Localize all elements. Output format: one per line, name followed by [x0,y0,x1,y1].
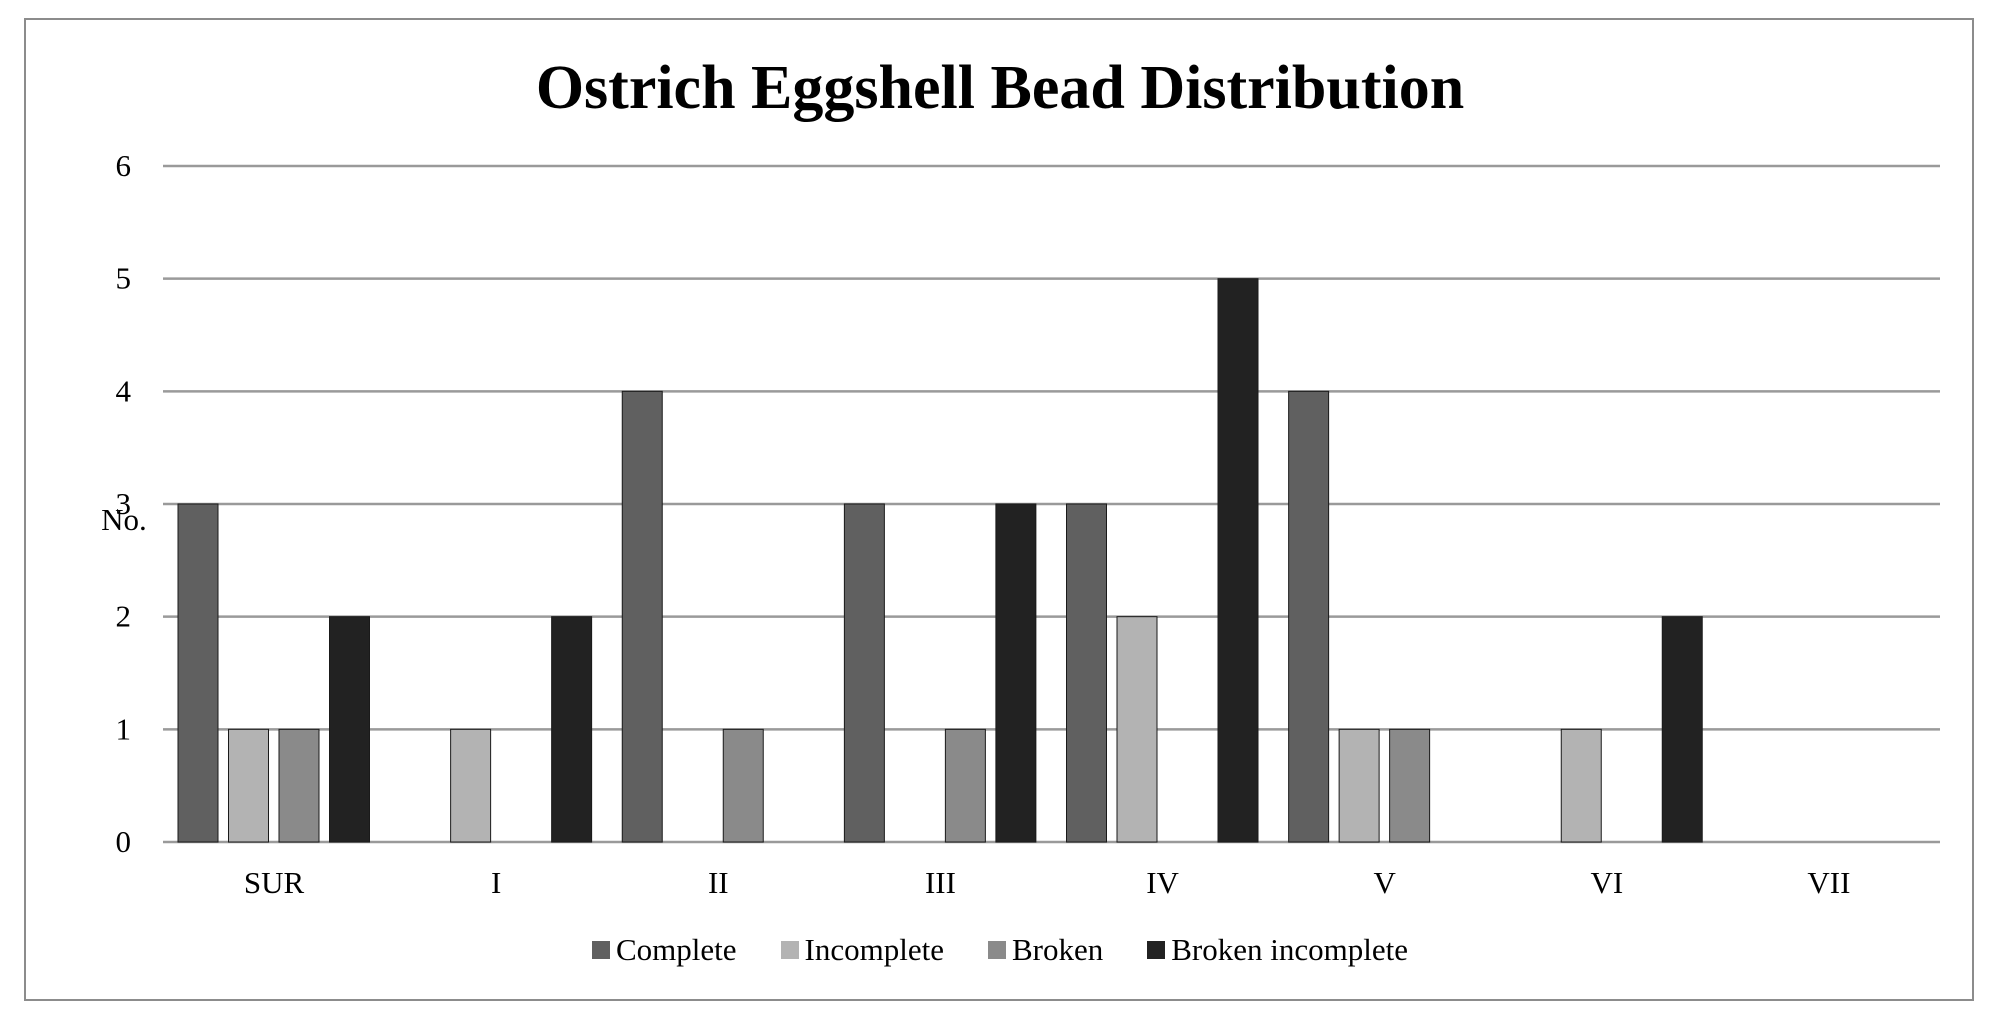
legend-item-broken-incomplete: Broken incomplete [1147,932,1408,968]
legend-label: Incomplete [805,932,944,968]
bar-broken-incomplete-iv [1218,279,1258,842]
bar-broken-ii [723,729,763,842]
bar-broken-incomplete-vi [1662,617,1702,842]
bar-complete-v [1289,391,1329,842]
bar-complete-sur [178,504,218,842]
bar-incomplete-v [1339,729,1379,842]
y-tick-label: 1 [116,711,132,746]
bar-broken-v [1390,729,1430,842]
x-tick-label: VII [1807,865,1850,900]
legend-item-complete: Complete [592,932,737,968]
bar-broken-iii [945,729,985,842]
x-tick-label: II [708,865,729,900]
y-tick-label: 6 [116,148,132,183]
bar-complete-iv [1067,504,1107,842]
legend-label: Complete [616,932,737,968]
bar-broken-incomplete-sur [330,617,370,842]
bar-incomplete-iv [1117,617,1157,842]
legend-swatch [1147,941,1165,959]
bar-broken-incomplete-iii [996,504,1036,842]
y-axis-label: No. [101,502,147,537]
bar-complete-iii [844,504,884,842]
bar-broken-sur [279,729,319,842]
y-tick-label: 5 [116,261,132,296]
x-tick-label: III [925,865,956,900]
chart-legend: Complete Incomplete Broken Broken incomplet… [0,932,2000,968]
legend-item-incomplete: Incomplete [781,932,944,968]
x-tick-label: SUR [244,865,305,900]
y-tick-label: 2 [116,599,132,634]
y-tick-label: 0 [116,824,132,859]
legend-label: Broken [1012,932,1103,968]
bar-broken-incomplete-i [552,617,592,842]
legend-swatch [592,941,610,959]
x-tick-label: IV [1146,865,1179,900]
bar-complete-ii [622,391,662,842]
bar-incomplete-i [451,729,491,842]
legend-item-broken: Broken [988,932,1103,968]
x-tick-label: I [491,865,501,900]
legend-swatch [781,941,799,959]
bar-incomplete-vi [1561,729,1601,842]
y-tick-label: 4 [116,373,132,408]
legend-swatch [988,941,1006,959]
x-tick-label: V [1373,865,1396,900]
bar-incomplete-sur [229,729,269,842]
legend-label: Broken incomplete [1171,932,1408,968]
x-tick-label: VI [1590,865,1623,900]
